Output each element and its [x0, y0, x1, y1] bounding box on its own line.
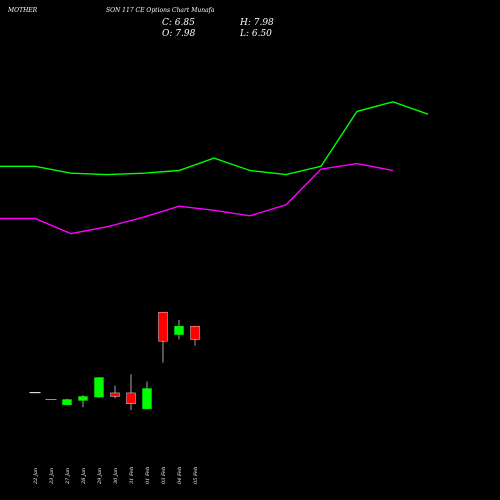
candle-body [158, 311, 168, 342]
candle-9 [158, 311, 168, 363]
x-tick-label: 03 Feb [161, 467, 167, 484]
close-value: C: 6.85 [162, 18, 195, 28]
candle-7 [126, 374, 136, 411]
x-tick-label: 28 Jan [81, 468, 87, 485]
x-tick-label: 05 Feb [193, 467, 199, 484]
candle-4 [78, 395, 88, 408]
candle-body [126, 392, 136, 404]
candle-body [174, 325, 184, 335]
candles [29, 311, 200, 411]
overlay-line-2 [0, 162, 394, 235]
x-tick-label: 30 Jan [113, 468, 119, 484]
x-tick-label: 29 Jan [97, 468, 103, 485]
chart-title-left: MOTHER [7, 7, 38, 14]
candle-body [94, 377, 104, 398]
candle-5 [94, 376, 104, 398]
open-value: O: 7.98 [162, 29, 196, 39]
candle-body [142, 388, 152, 410]
candle-body [110, 392, 120, 397]
candle-6 [110, 385, 120, 399]
high-value: H: 7.98 [239, 18, 274, 28]
candle-10 [174, 320, 184, 340]
candle-3 [62, 398, 72, 406]
x-tick-label: 23 Jan [49, 468, 55, 485]
chart-title-right: SON 117 CE Options Chart Munafa [106, 7, 215, 14]
overlay-lines [0, 101, 429, 235]
candle-body [78, 396, 88, 401]
x-tick-label: 31 Feb [129, 467, 135, 484]
x-tick-label: 27 Jan [65, 468, 71, 485]
candle-body [190, 325, 200, 340]
candle-11 [190, 325, 200, 346]
candle-body [62, 399, 72, 406]
overlay-line-1 [0, 101, 429, 176]
candle-8 [142, 381, 152, 410]
x-tick-label: 22 Jan [33, 468, 39, 485]
x-axis-labels: 22 Jan 23 Jan 27 Jan 28 Jan 29 Jan 30 Jan 31 F… [33, 467, 199, 485]
x-tick-label: 04 Feb [177, 467, 183, 484]
x-tick-label: 01 Feb [145, 467, 151, 484]
low-value: L: 6.50 [239, 29, 272, 39]
